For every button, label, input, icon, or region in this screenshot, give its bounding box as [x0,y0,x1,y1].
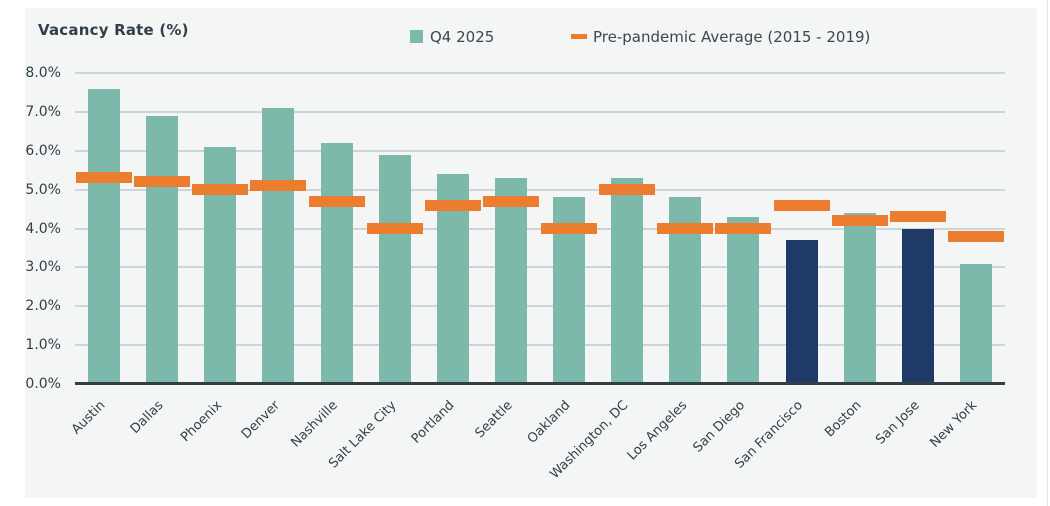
y-axis-label-5.0pct: 5.0% [25,181,61,198]
gridline-4.0pct [75,227,1005,230]
legend-label-q4-2025: Q4 2025 [430,27,495,46]
avg-marker-oakland [541,223,598,234]
bar-nashville [320,142,353,384]
gridline-5.0pct [75,188,1005,191]
y-axis-label-6.0pct: 6.0% [25,142,61,159]
bar-dallas [146,115,179,384]
x-axis-label-text: Seattle [472,398,516,442]
avg-marker-san-diego [715,223,772,234]
chart-title: Vacancy Rate (%) [38,21,189,39]
x-axis-label-text: San Jose [872,398,923,448]
plot-area [75,72,1005,385]
y-axis-label-1.0pct: 1.0% [25,337,61,354]
y-axis-label-2.0pct: 2.0% [25,298,61,315]
bar-san-diego [727,216,760,384]
chart-card: Vacancy Rate (%) Q4 2025 Pre-pandemic Av… [25,8,1037,498]
gridline-3.0pct [75,266,1005,269]
gridline-6.0pct [75,149,1005,152]
x-axis-label-text: Nashville [288,398,342,451]
bar-boston [843,212,876,384]
bar-san-francisco [785,240,818,384]
x-axis-label-text: San Diego [690,398,749,456]
page-right-divider [1047,0,1048,506]
x-axis-label-text: Phoenix [177,398,225,446]
gridline-7.0pct [75,110,1005,113]
bar-phoenix [204,146,237,384]
y-axis: 0.0% 1.0% 2.0% 3.0% 4.0% 5.0% 6.0% 7.0% 8.0% [17,65,61,392]
x-axis-label-text: Dallas [127,398,167,437]
bar-new-york [959,263,992,384]
bar-salt-lake-city [378,154,411,384]
avg-marker-washington-dc [599,184,656,196]
bar-austin [88,88,121,384]
q4-2025-square-swatch-icon [410,30,423,43]
avg-marker-new-york [947,230,1004,242]
avg-marker-dallas [134,176,191,188]
bar-san-jose [901,228,934,384]
avg-marker-san-jose [889,211,946,223]
x-axis-labels: Austin Dallas Phoenix Denver Nashville Salt L… [69,384,1005,494]
legend-item-prepandemic-average: Pre-pandemic Average (2015 - 2019) [571,27,871,46]
x-axis-label-text: Portland [408,398,458,447]
x-axis-label-text: Austin [69,398,109,438]
x-axis-label-text: Denver [238,398,284,443]
prepandemic-average-dash-swatch-icon [571,34,587,39]
bar-seattle [494,177,527,384]
avg-marker-phoenix [192,184,249,196]
avg-marker-nashville [308,195,365,207]
avg-marker-los-angeles [657,223,714,234]
avg-marker-denver [250,180,307,192]
avg-marker-austin [76,172,133,184]
y-axis-label-3.0pct: 3.0% [25,259,61,276]
x-axis-label-text: New York [927,398,981,451]
legend-item-q4-2025: Q4 2025 [410,27,495,46]
bar-denver [262,108,295,384]
x-axis-baseline [75,382,1005,385]
gridline-8.0pct [75,72,1005,74]
avg-marker-san-francisco [773,199,830,211]
legend-label-prepandemic-average: Pre-pandemic Average (2015 - 2019) [593,27,871,46]
gridline-1.0pct [75,344,1005,347]
gridline-2.0pct [75,305,1005,308]
y-axis-label-8.0pct: 8.0% [25,65,61,81]
y-axis-label-0.0pct: 0.0% [25,376,61,392]
bar-washington-dc [611,177,644,384]
x-axis-label-text: Boston [821,398,865,441]
y-axis-label-7.0pct: 7.0% [25,103,61,120]
x-axis-label-text: Los Angeles [624,398,690,464]
avg-marker-salt-lake-city [366,223,423,234]
avg-marker-boston [831,215,888,227]
y-axis-label-4.0pct: 4.0% [25,220,61,237]
avg-marker-seattle [482,195,539,207]
x-axis-label-text: Oakland [525,398,574,447]
avg-marker-portland [424,199,481,211]
